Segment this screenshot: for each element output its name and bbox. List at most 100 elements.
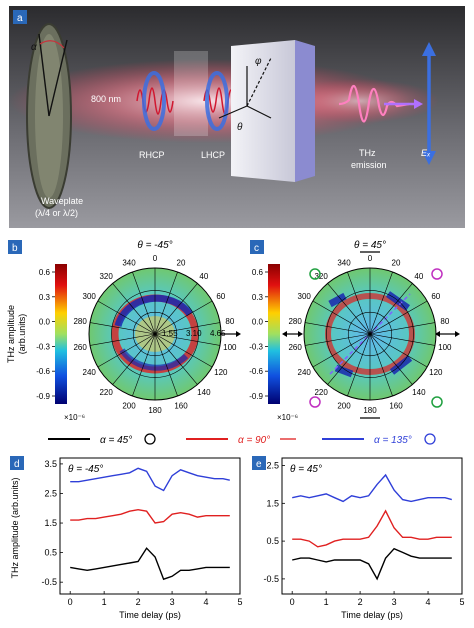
y-tick-label: 0.5 <box>266 536 279 546</box>
x-tick-label: 3 <box>170 597 175 607</box>
polar-spoke <box>312 333 371 368</box>
polar-spoke <box>154 322 221 335</box>
colorbar-tick-label: -0.6 <box>249 367 263 376</box>
panel-label-a: a <box>17 13 23 24</box>
polar-maps: b c θ = -45° θ = 45° 0 20 40 60 80 100 120 140 1… <box>6 240 460 422</box>
series-line-0 <box>70 547 230 581</box>
polar-angle-label: 0 <box>368 254 373 263</box>
y-tick-label: 2.5 <box>266 461 279 471</box>
polar-angle-label: 60 <box>431 292 440 301</box>
polar-angle-label: 320 <box>99 272 113 281</box>
polar-angle-label: 240 <box>298 368 312 377</box>
polar-angle-label: 40 <box>199 272 208 281</box>
polar-spoke <box>369 271 393 335</box>
chart-d-ylabel: THz amplitude (arb.units) <box>10 477 20 578</box>
x-tick-label: 0 <box>290 597 295 607</box>
polar-angle-label: 300 <box>83 292 97 301</box>
circular-arrow-icon <box>431 268 443 280</box>
legend-label-90: α = 90° <box>238 435 270 446</box>
circular-arrow-icon <box>309 396 321 408</box>
polar-angle-label: 180 <box>363 406 377 415</box>
polar-angle-label: 240 <box>83 368 97 377</box>
polar-spoke <box>347 271 371 335</box>
y-tick-label: 1.5 <box>266 498 279 508</box>
y-tick-label: 1.5 <box>44 518 57 528</box>
circular-arrow-icon <box>431 396 443 408</box>
polar-spoke <box>369 300 428 335</box>
y-tick-label: -0.5 <box>263 574 279 584</box>
lhcp-label: LHCP <box>201 150 225 160</box>
polar-angle-label: 200 <box>122 401 136 410</box>
theta-symbol: θ <box>237 122 243 133</box>
x-tick-label: 1 <box>102 597 107 607</box>
polar-angle-label: 220 <box>99 388 113 397</box>
polar-angle-label: 140 <box>197 388 211 397</box>
colorbar-tick-label: -0.3 <box>36 342 50 351</box>
x-tick-label: 4 <box>204 597 209 607</box>
legend-circular-arrow-icon <box>144 433 156 445</box>
series-line-1 <box>292 509 452 548</box>
chart-d-plot: 0 1 2 3 4 5 -0.5 0.5 1.5 2.5 3.5 <box>41 459 242 607</box>
legend-circular-arrow-icon <box>424 433 436 445</box>
colorbar-tick-label: -0.3 <box>249 342 263 351</box>
chart-e-title: θ = 45° <box>290 464 322 475</box>
x-tick-label: 2 <box>358 597 363 607</box>
colorbar-ticks-c: 0.6 0.3 0.0 -0.3 -0.6 -0.9 <box>249 268 268 401</box>
polar-spoke <box>132 271 156 335</box>
series-line-2 <box>70 467 230 492</box>
polar-spoke <box>154 300 213 335</box>
chart-e-xlabel: Time delay (ps) <box>341 610 403 620</box>
polar-angle-label: 160 <box>174 401 188 410</box>
radial-label-2: 3.10 <box>186 329 202 338</box>
legend: α = 45° α = 90° α = 135° <box>48 433 436 446</box>
x-tick-label: 0 <box>68 597 73 607</box>
x-tick-label: 5 <box>237 597 242 607</box>
polar-angle-label: 80 <box>225 317 234 326</box>
polar-spoke <box>97 300 156 335</box>
chart-d-title: θ = -45° <box>68 464 103 475</box>
polar-angle-labels-b: 0 20 40 60 80 100 120 140 160 180 200 220 240 260 280 3… <box>73 254 237 415</box>
polar-angle-label: 320 <box>314 272 328 281</box>
colorbar-tick-label: 0.6 <box>39 268 51 277</box>
polar-angle-label: 60 <box>216 292 225 301</box>
emission-label: emission <box>351 160 387 170</box>
series-line-2 <box>292 473 452 503</box>
wavelength-label: 800 nm <box>91 94 121 104</box>
circular-arrow-icon <box>309 268 321 280</box>
polar-angle-label: 280 <box>73 317 87 326</box>
polar-b-title: θ = -45° <box>137 240 172 251</box>
panel-label-e: e <box>256 459 262 470</box>
rhcp-plate <box>174 51 208 136</box>
colorbar-tick-label: -0.6 <box>36 367 50 376</box>
polar-spoke <box>97 333 156 368</box>
polar-angle-label: 220 <box>314 388 328 397</box>
polar-spoke <box>112 333 156 385</box>
polar-spoke <box>327 283 371 335</box>
polar-angle-label: 120 <box>214 368 228 377</box>
polar-grid-b <box>88 267 222 401</box>
x-tick-label: 1 <box>324 597 329 607</box>
polar-angle-label: 120 <box>429 368 443 377</box>
polar-spoke <box>347 333 371 397</box>
colorbar-c <box>268 264 280 404</box>
polar-spoke <box>154 333 213 368</box>
y-tick-label: 0.5 <box>44 548 57 558</box>
lhcp-circular-arrow-icon <box>205 71 229 131</box>
polar-angle-label: 200 <box>337 401 351 410</box>
radial-label-1: 1.55 <box>162 329 178 338</box>
colorbar-tick-label: 0.3 <box>252 293 264 302</box>
radial-label-3: 4.65 <box>210 329 226 338</box>
chart-d-frame <box>59 457 241 595</box>
y-tick-label: 2.5 <box>44 488 57 498</box>
waveplate-sub-label: (λ/4 or λ/2) <box>35 208 78 218</box>
polar-angle-label: 160 <box>389 401 403 410</box>
polar-spoke <box>369 333 436 346</box>
colorbar-tick-label: 0.0 <box>252 318 264 327</box>
x-tick-label: 2 <box>136 597 141 607</box>
line-charts: d e θ = -45° θ = 45° THz amplitude (arb.… <box>10 456 465 620</box>
x-tick-label: 4 <box>426 597 431 607</box>
polar-angle-label: 180 <box>148 406 162 415</box>
colorbar-scale-c: ×10⁻⁶ <box>277 413 298 422</box>
panel-label-b: b <box>12 243 18 254</box>
x-tick-label: 3 <box>392 597 397 607</box>
